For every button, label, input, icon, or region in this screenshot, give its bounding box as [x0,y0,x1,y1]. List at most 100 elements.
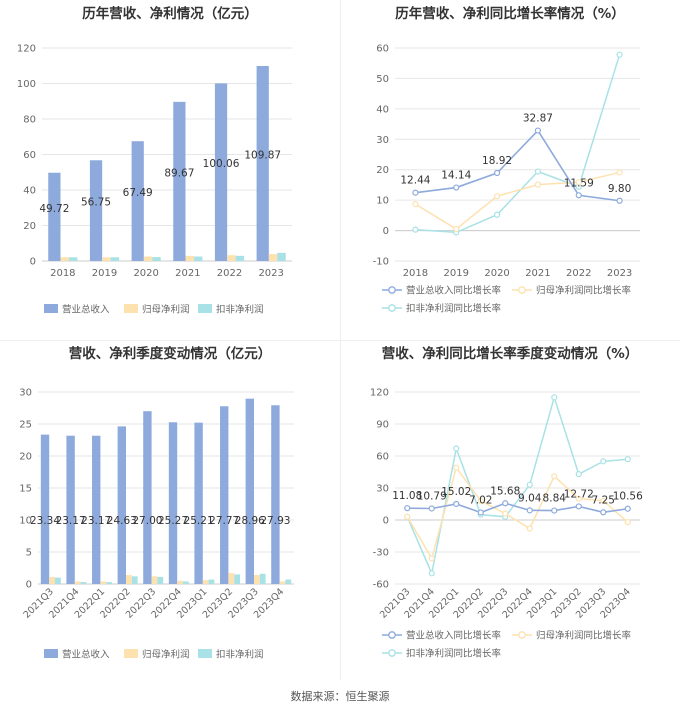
series-line-revenue-growth [407,502,628,514]
data-label: 9.04 [518,492,542,504]
bar-net-profit [254,575,260,584]
y-tick-label: 30 [376,484,389,495]
bar-deducted-profit [152,257,161,261]
bar-deducted-profit [131,576,138,584]
series-point [575,179,582,186]
data-label: 27.93 [260,515,290,527]
y-tick-label: -10 [373,257,389,268]
series-point [600,458,607,465]
legend-swatch [44,649,58,658]
series-point [404,505,411,512]
data-label: 25.27 [158,515,188,527]
y-tick-label: 120 [370,388,389,399]
y-tick-label: 20 [19,452,32,463]
legend-label: 扣非净利润同比增长率 [406,648,502,660]
bar-deducted-profit [208,579,215,584]
bar-deducted-profit [182,581,189,584]
legend-swatch [198,649,212,658]
y-tick-label: 20 [376,165,389,176]
bar-net-profit [102,257,111,261]
bar-net-profit [143,256,153,261]
series-point [428,505,435,512]
series-point [493,211,501,218]
bar-revenue [256,65,269,262]
horizontal-divider [0,340,680,341]
bar-net-profit [151,576,158,584]
series-point [575,471,582,478]
series-point [493,193,501,200]
series-point [526,507,533,514]
bar-revenue [40,434,50,584]
data-label: 32.87 [523,113,553,125]
chart-title: 营收、净利同比增长率季度变动情况（%） [382,345,639,362]
bar-deducted-profit [259,573,266,584]
legend-swatch [198,304,212,313]
bar-deducted-profit [68,257,78,261]
legend-marker [388,631,396,639]
x-tick-label: 2018 [50,268,75,279]
bar-net-profit [60,257,69,261]
data-label: 9.80 [608,183,631,195]
series-point [600,497,607,504]
data-label: 23.17 [56,515,86,527]
data-label: 7.25 [592,494,615,506]
y-tick-label: 90 [376,420,389,431]
series-point [616,51,623,58]
bar-deducted-profit [193,256,203,261]
bar-deducted-profit [157,576,164,584]
series-line-revenue-growth [415,129,620,202]
data-source-note: 数据来源：恒生聚源 [290,690,390,703]
legend-marker [388,649,396,657]
series-point [616,197,623,204]
series-point [404,513,411,520]
y-tick-label: -60 [373,580,389,591]
series-point [575,495,582,502]
data-label: 18.92 [482,155,512,167]
series-point [526,525,533,532]
legend-label: 营业总收入 [62,304,110,316]
chart-svg: 营收、净利季度变动情况（亿元）0510152025302021Q32021Q42… [19,345,294,661]
data-label: 25.21 [184,515,214,527]
bar-revenue [194,422,203,584]
bar-net-profit [74,581,81,584]
bar-net-profit [279,581,286,584]
legend-swatch [44,304,58,313]
series-point [526,481,533,488]
chart-svg: 营收、净利同比增长率季度变动情况（%）-60-3003060901202021Q… [370,345,643,660]
series-point [616,169,623,176]
series-point [534,127,542,134]
legend-label: 归母净利润同比增长率 [536,285,632,297]
x-tick-label: 2023 [258,268,283,279]
legend-swatch [124,649,138,658]
chart-title: 营收、净利季度变动情况（亿元） [69,345,272,362]
bar-revenue [66,435,75,584]
chart-title: 历年营收、净利同比增长率情况（%） [395,5,625,22]
chart-svg: 历年营收、净利同比增长率情况（%） -10 0 10 20 30 40 50 60 2018 201… [373,5,640,315]
series-point [493,169,501,177]
y-tick-label: 60 [376,452,389,463]
bar-revenue [131,141,144,261]
legend-label: 扣非净利润 [216,304,264,316]
data-label: 12.44 [400,175,430,187]
x-tick-label: 2019 [444,268,469,279]
legend-label: 营业总收入同比增长率 [406,285,502,297]
data-label: 11.59 [564,177,594,189]
y-tick-label: 60 [23,150,36,161]
legend-label: 营业总收入 [62,649,110,661]
bar-net-profit [227,255,236,261]
series-point [575,503,582,510]
x-tick-label: 2020 [484,268,509,279]
bar-net-profit [177,580,183,584]
bar-revenue [48,172,61,261]
bar-revenue [173,101,186,261]
y-tick-label: 0 [383,516,389,527]
data-label: 15.68 [490,485,520,497]
bar-deducted-profit [235,255,245,261]
x-tick-label: 2022 [566,268,591,279]
x-tick-label: 2021 [525,268,550,279]
y-tick-label: 30 [19,388,32,399]
bar-net-profit [202,580,209,584]
x-tick-label: 2021 [175,268,200,279]
series-point [453,464,460,471]
series-point [575,192,582,199]
